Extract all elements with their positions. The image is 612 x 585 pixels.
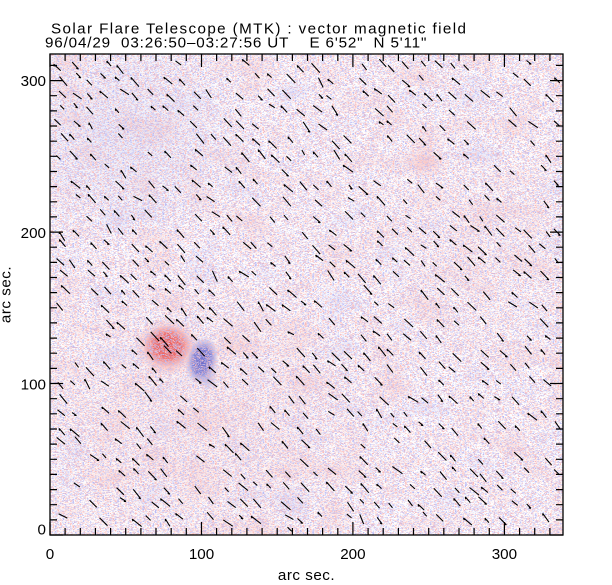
svg-text:300: 300 [21,73,46,90]
svg-text:Solar Flare Telescope (MTK) :: Solar Flare Telescope (MTK) : vector mag… [51,21,467,38]
svg-text:96/04/29 03:26:50–03:27:56 UT: 96/04/29 03:26:50–03:27:56 UT E 6'52" N … [45,35,427,52]
svg-text:100: 100 [21,377,46,394]
svg-text:200: 200 [340,546,365,563]
svg-text:arc sec.: arc sec. [0,266,15,323]
svg-text:200: 200 [21,225,46,242]
svg-text:arc sec.: arc sec. [278,567,335,584]
svg-text:0: 0 [38,522,46,539]
svg-text:300: 300 [492,546,517,563]
svg-text:0: 0 [46,546,54,563]
svg-text:100: 100 [189,546,214,563]
